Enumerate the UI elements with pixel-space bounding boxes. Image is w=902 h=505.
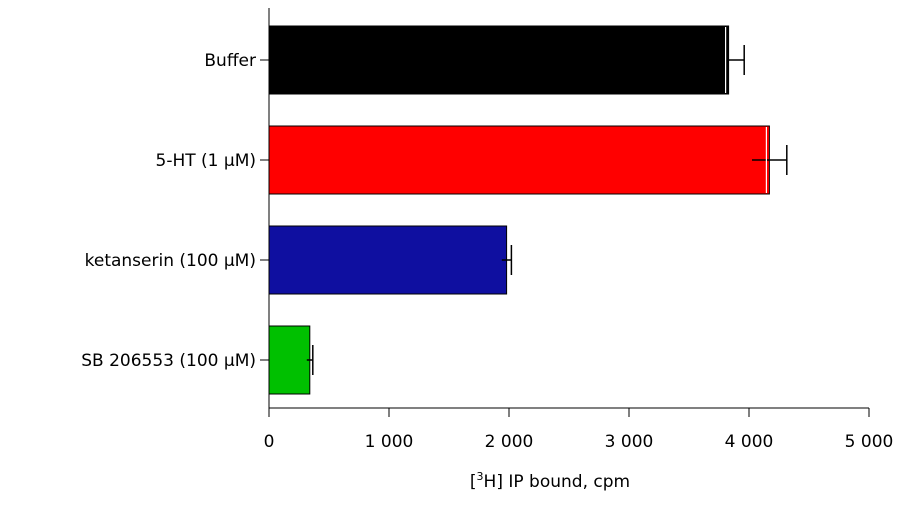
bars-group (268, 25, 788, 395)
x-axis-label-main: H] IP bound, cpm (484, 472, 631, 492)
bar (268, 125, 770, 195)
error-bar (752, 127, 788, 193)
x-tick-label: 1 000 (365, 432, 414, 452)
x-tick-label: 2 000 (485, 432, 534, 452)
bar (268, 225, 508, 295)
x-tick-label: 5 000 (845, 432, 894, 452)
x-axis-label-superscript: 3 (477, 470, 484, 483)
x-axis-label-prefix: [ (470, 472, 477, 492)
x-tick-label: 3 000 (605, 432, 654, 452)
error-bar (501, 245, 513, 275)
category-label: SB 206553 (100 µM) (81, 351, 256, 371)
category-label: 5-HT (1 µM) (156, 151, 257, 171)
x-tick-label: 4 000 (725, 432, 774, 452)
error-bar (713, 27, 745, 93)
bar (268, 325, 311, 395)
x-tick-label: 0 (264, 432, 275, 452)
x-axis-label: [3H] IP bound, cpm (470, 470, 630, 492)
ticks-group: 0 1 000 2 000 3 000 4 000 5 000 Buffer 5-HT (1 … (81, 51, 893, 452)
error-bar (306, 345, 314, 375)
category-label: ketanserin (100 µM) (85, 251, 256, 271)
category-label: Buffer (204, 51, 256, 71)
bar (268, 25, 730, 95)
